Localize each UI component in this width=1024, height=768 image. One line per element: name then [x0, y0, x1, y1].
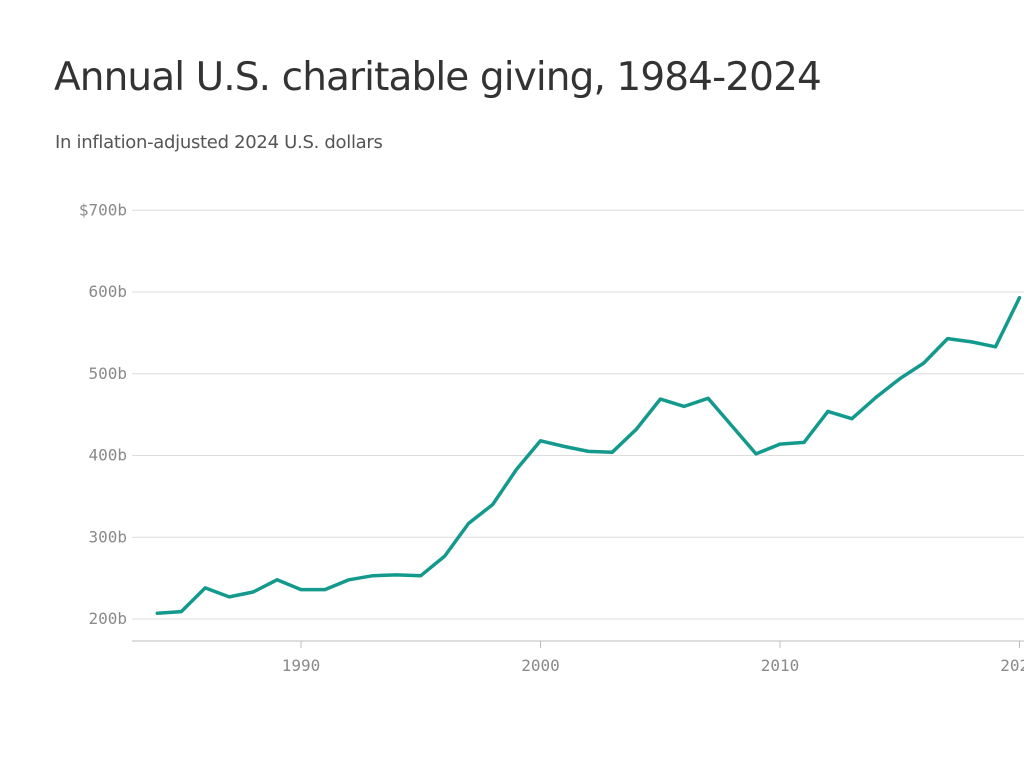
series-line-0: [155, 295, 1022, 616]
x-tick-label: 2020: [1000, 656, 1024, 675]
y-tick-label: $700b: [79, 200, 127, 219]
chart-title: Annual U.S. charitable giving, 1984-2024: [54, 55, 822, 100]
y-tick-label: 400b: [88, 446, 127, 465]
series-layer: [155, 295, 1022, 616]
y-axis-ticks: 200b 300b 400b 500b 600b $700b: [79, 200, 127, 628]
x-axis-ticks: 1990 2000 2010 2020: [132, 640, 1024, 675]
chart-subtitle: In inflation-adjusted 2024 U.S. dollars: [55, 132, 383, 153]
x-tick-label: 2010: [761, 656, 800, 675]
gridlines: [132, 209, 1024, 620]
x-tick-label: 2000: [521, 656, 560, 675]
y-tick-label: 500b: [88, 364, 127, 383]
y-tick-label: 600b: [88, 282, 127, 301]
x-tick-label: 1990: [282, 656, 321, 675]
y-tick-label: 300b: [88, 527, 127, 546]
y-tick-label: 200b: [88, 609, 127, 628]
